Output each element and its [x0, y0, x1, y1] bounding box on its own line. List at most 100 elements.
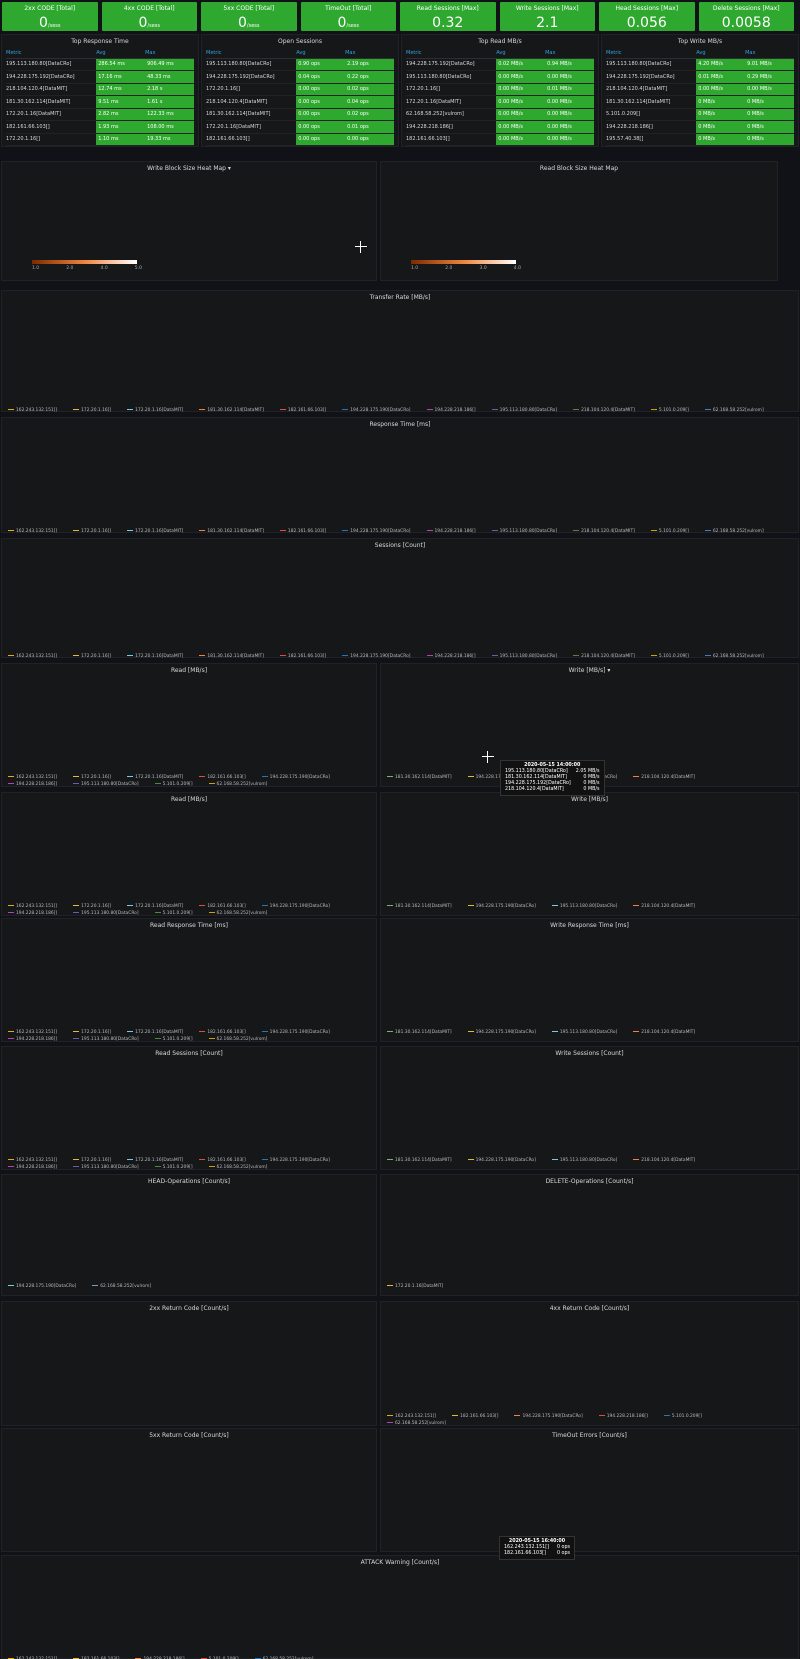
table-row[interactable]: 181.30.162.114[DataMIT] 9.51 ms 1.61 s: [6, 95, 194, 109]
table-row[interactable]: 218.104.120.4[DataMIT] 0.00 ops 0.04 ops: [206, 95, 394, 109]
panel-title[interactable]: ATTACK Warning [Count/s]: [360, 1559, 440, 1566]
panel-title[interactable]: Sessions [Count]: [374, 542, 426, 549]
column-header[interactable]: Avg: [296, 49, 346, 59]
table-row[interactable]: 195.57.40.38[] 0 MB/s 0 MB/s: [606, 133, 794, 146]
panel-title[interactable]: Write Block Size Heat Map ▾: [147, 165, 231, 172]
legend-item[interactable]: 182.161.66.103[]: [279, 654, 334, 659]
column-header[interactable]: Metric: [606, 49, 697, 59]
legend-item[interactable]: 162.243.132.151[]: [8, 1657, 65, 1659]
stat-tile[interactable]: Read Sessions [Max] 0.32: [400, 2, 496, 31]
legend-item[interactable]: 194.228.175.190[DataCRo]: [342, 408, 418, 413]
panel-title[interactable]: Write [MB/s] ▾: [568, 667, 611, 674]
column-header[interactable]: Metric: [406, 49, 497, 59]
legend-item[interactable]: 194.228.175.190[DataCRo]: [467, 1030, 544, 1035]
legend-item[interactable]: 218.104.120.4[DataMIT]: [633, 904, 703, 909]
legend-item[interactable]: 194.228.218.186[]: [8, 1037, 65, 1042]
legend-item[interactable]: 172.20.1.16[]: [73, 1030, 119, 1035]
panel-title[interactable]: DELETE-Operations [Count/s]: [545, 1178, 634, 1185]
legend-item[interactable]: 194.228.175.190[DataCRo]: [342, 654, 418, 659]
legend-item[interactable]: 181.30.162.114[DataMIT]: [387, 1158, 460, 1163]
table-row[interactable]: 218.104.120.4[DataMIT] 0.00 MB/s 0.00 MB/s: [606, 83, 794, 96]
legend-item[interactable]: 195.113.180.80[DataCRo]: [73, 1037, 146, 1042]
legend-item[interactable]: 5.101.0.209[]: [650, 654, 697, 659]
legend-item[interactable]: 194.228.218.186[]: [426, 529, 484, 534]
table-row[interactable]: 194.228.175.192[DataCRo] 0.02 MB/s 0.94 MB…: [406, 58, 594, 71]
legend-item[interactable]: 182.161.66.103[]: [199, 775, 253, 780]
legend-item[interactable]: 5.101.0.209[]: [650, 529, 697, 534]
legend-item[interactable]: 172.20.1.16[DataMIT]: [127, 1030, 191, 1035]
legend-item[interactable]: 181.30.162.114[DataMIT]: [387, 1030, 460, 1035]
legend-item[interactable]: 218.104.120.4[DataMIT]: [573, 529, 643, 534]
legend-item[interactable]: 172.20.1.16[DataMIT]: [127, 654, 191, 659]
panel-title[interactable]: Read Sessions [Count]: [155, 1050, 223, 1057]
legend-item[interactable]: 172.20.1.16[]: [73, 904, 119, 909]
column-header[interactable]: Avg: [96, 49, 146, 59]
table-row[interactable]: 182.161.66.103[] 1.93 ms 108.00 ms: [6, 120, 194, 134]
column-header[interactable]: Max: [745, 49, 794, 59]
legend-item[interactable]: 62.168.58.252[vulrom]: [387, 1421, 454, 1426]
panel-title[interactable]: Write [MB/s]: [571, 796, 608, 803]
legend-item[interactable]: 218.104.120.4[DataMIT]: [573, 654, 643, 659]
legend-item[interactable]: 182.161.66.103[]: [199, 1030, 253, 1035]
legend-item[interactable]: 194.228.175.190[DataCRo]: [261, 775, 338, 780]
panel-title[interactable]: Response Time [ms]: [369, 421, 431, 428]
legend-item[interactable]: 181.30.162.114[DataMIT]: [387, 775, 460, 780]
panel-title[interactable]: Read Response Time [ms]: [150, 922, 228, 929]
legend-item[interactable]: 182.161.66.103[]: [199, 1158, 253, 1163]
column-header[interactable]: Avg: [696, 49, 746, 59]
legend-item[interactable]: 62.168.58.252[vulrom]: [208, 1037, 276, 1042]
legend-item[interactable]: 182.161.66.103[]: [279, 408, 334, 413]
legend-item[interactable]: 194.228.175.190[DataCRo]: [261, 904, 338, 909]
legend-item[interactable]: 195.113.180.80[DataCRo]: [491, 408, 565, 413]
stat-tile[interactable]: 4xx CODE [Total] 0/sess: [101, 2, 197, 31]
legend-item[interactable]: 194.228.218.186[]: [426, 654, 484, 659]
stat-tile[interactable]: 5xx CODE [Total] 0/sess: [201, 2, 297, 31]
legend-item[interactable]: 195.113.180.80[DataCRo]: [491, 529, 565, 534]
table-row[interactable]: 195.113.180.80[DataCRo] 286.54 ms 906.49 m…: [6, 58, 194, 71]
column-header[interactable]: Max: [145, 49, 194, 59]
legend-item[interactable]: 172.20.1.16[]: [73, 408, 119, 413]
column-header[interactable]: Max: [545, 49, 594, 59]
legend-item[interactable]: 194.228.175.190[DataCRo]: [261, 1158, 338, 1163]
column-header[interactable]: Metric: [6, 49, 97, 59]
table-row[interactable]: 194.228.218.186[] 0 MB/s 0 MB/s: [606, 120, 794, 134]
stat-tile[interactable]: Delete Sessions [Max] 0.0058: [698, 2, 794, 31]
table-row[interactable]: 181.30.162.114[DataMIT] 0.00 ops 0.02 ops: [206, 108, 394, 121]
stat-tile[interactable]: TimeOut [Total] 0/sess: [300, 2, 396, 31]
legend-item[interactable]: 218.104.120.4[DataMIT]: [633, 775, 703, 780]
legend-item[interactable]: 218.104.120.4[DataMIT]: [633, 1158, 703, 1163]
legend-item[interactable]: 194.228.218.186[]: [426, 408, 484, 413]
legend-item[interactable]: 162.243.132.151[]: [8, 1158, 65, 1163]
panel-title[interactable]: 4xx Return Code [Count/s]: [549, 1305, 630, 1312]
panel-title[interactable]: Transfer Rate [MB/s]: [369, 294, 431, 301]
legend-item[interactable]: 195.113.180.80[DataCRo]: [73, 782, 146, 787]
panel-title[interactable]: 2xx Return Code [Count/s]: [149, 1305, 229, 1312]
table-row[interactable]: 181.30.162.114[DataMIT] 0 MB/s 0 MB/s: [606, 95, 794, 109]
legend-item[interactable]: 195.113.180.80[DataCRo]: [551, 1158, 625, 1163]
legend-item[interactable]: 62.168.58.252[vulrom]: [704, 654, 772, 659]
legend-item[interactable]: 162.243.132.151[]: [387, 1414, 444, 1419]
table-row[interactable]: 182.161.66.103[] 0.00 ops 0.00 ops: [206, 133, 394, 146]
panel-title[interactable]: Write Sessions [Count]: [555, 1050, 624, 1057]
legend-item[interactable]: 182.161.66.103[]: [199, 904, 253, 909]
legend-item[interactable]: 172.20.1.16[]: [73, 654, 119, 659]
legend-item[interactable]: 5.101.0.209[]: [154, 1165, 201, 1170]
table-row[interactable]: 218.104.120.4[DataMIT] 12.74 ms 2.18 s: [6, 83, 194, 96]
legend-item[interactable]: 5.101.0.209[]: [154, 782, 201, 787]
legend-item[interactable]: 162.243.132.151[]: [8, 654, 65, 659]
legend-item[interactable]: 62.168.58.252[vulrom]: [208, 911, 276, 916]
legend-item[interactable]: 181.30.162.114[DataMIT]: [199, 408, 272, 413]
panel-title[interactable]: TimeOut Errors [Count/s]: [552, 1432, 627, 1439]
panel-title[interactable]: Read [MB/s]: [170, 667, 208, 674]
legend-item[interactable]: 194.228.218.186[]: [8, 1165, 65, 1170]
legend-item[interactable]: 194.228.218.186[]: [135, 1657, 192, 1659]
table-row[interactable]: 62.168.58.252[vulrom] 0.00 MB/s 0.00 MB/s: [406, 108, 594, 121]
legend-item[interactable]: 172.20.1.16[]: [73, 775, 119, 780]
legend-item[interactable]: 62.168.58.252[vulrom]: [704, 529, 772, 534]
table-row[interactable]: 172.20.1.16[] 1.10 ms 19.33 ms: [6, 133, 194, 146]
panel-title[interactable]: Read [MB/s]: [170, 796, 208, 803]
legend-item[interactable]: 62.168.58.252[vulrom]: [208, 1165, 276, 1170]
legend-item[interactable]: 194.228.175.190[DataCRo]: [342, 529, 418, 534]
legend-item[interactable]: 182.161.66.103[]: [452, 1414, 506, 1419]
table-row[interactable]: 172.20.1.16[DataMIT] 0.00 ops 0.01 ops: [206, 120, 394, 134]
